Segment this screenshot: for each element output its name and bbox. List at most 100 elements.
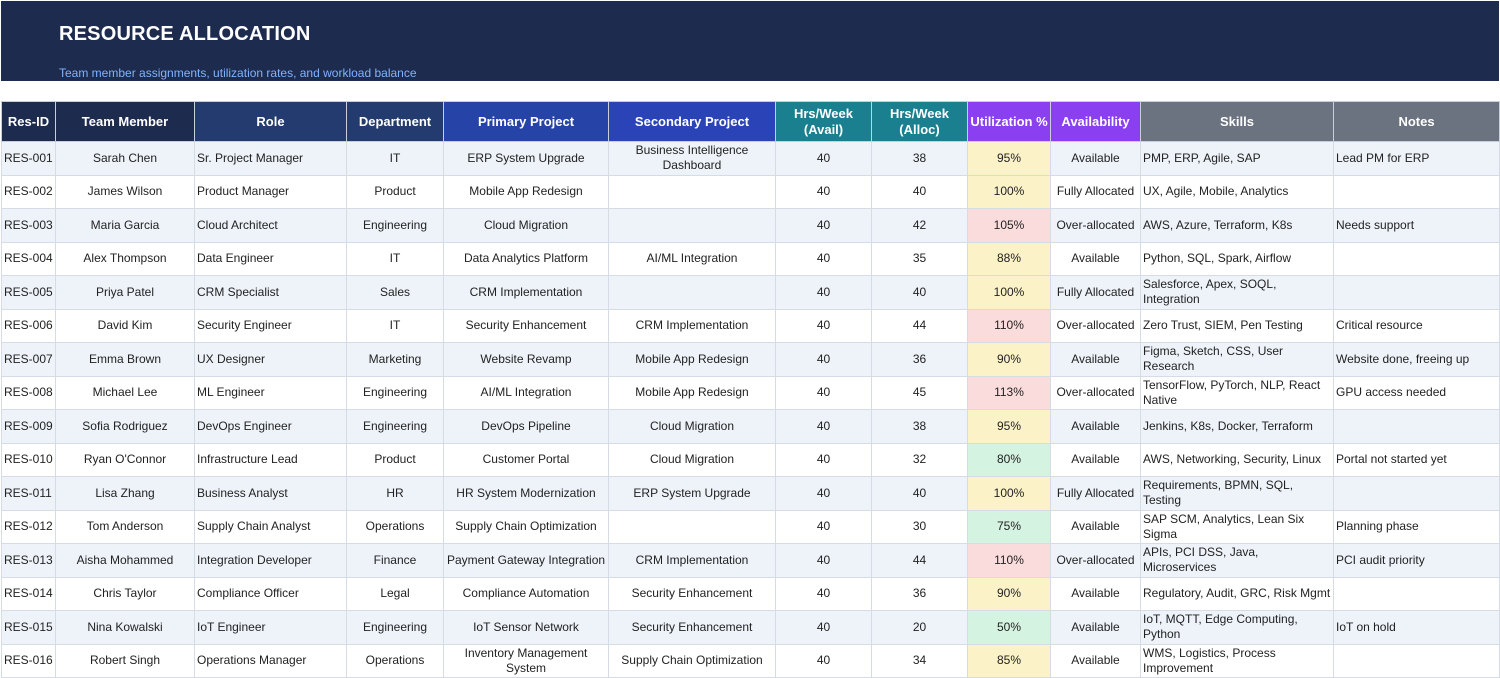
cell-skills[interactable]: Salesforce, Apex, SOQL, Integration	[1140, 275, 1334, 310]
cell-hrs-alloc[interactable]: 44	[871, 543, 968, 578]
cell-availability[interactable]: Available	[1050, 141, 1141, 176]
cell-department[interactable]: IT	[346, 308, 444, 343]
cell-primary-project[interactable]: CRM Implementation	[443, 275, 609, 310]
cell-utilization[interactable]: 90%	[967, 342, 1051, 377]
cell-hrs-alloc[interactable]: 40	[871, 476, 968, 511]
cell-hrs-alloc[interactable]: 44	[871, 308, 968, 343]
cell-skills[interactable]: AWS, Networking, Security, Linux	[1140, 442, 1334, 477]
cell-hrs-alloc[interactable]: 40	[871, 275, 968, 310]
cell-hrs-alloc[interactable]: 34	[871, 643, 968, 678]
cell-hrs-avail[interactable]: 40	[775, 509, 872, 544]
cell-secondary-project[interactable]	[608, 275, 776, 310]
cell-res-id[interactable]: RES-010	[1, 442, 56, 477]
cell-department[interactable]: Engineering	[346, 409, 444, 444]
cell-team-member[interactable]: Emma Brown	[55, 342, 195, 377]
cell-primary-project[interactable]: Cloud Migration	[443, 208, 609, 243]
cell-role[interactable]: CRM Specialist	[194, 275, 347, 310]
cell-availability[interactable]: Available	[1050, 409, 1141, 444]
cell-availability[interactable]: Over-allocated	[1050, 208, 1141, 243]
cell-skills[interactable]: APIs, PCI DSS, Java, Microservices	[1140, 543, 1334, 578]
cell-notes[interactable]: Needs support	[1333, 208, 1500, 243]
cell-team-member[interactable]: Sarah Chen	[55, 141, 195, 176]
cell-hrs-avail[interactable]: 40	[775, 576, 872, 611]
cell-availability[interactable]: Available	[1050, 442, 1141, 477]
cell-primary-project[interactable]: Data Analytics Platform	[443, 241, 609, 276]
cell-role[interactable]: Product Manager	[194, 174, 347, 209]
cell-team-member[interactable]: Robert Singh	[55, 643, 195, 678]
cell-role[interactable]: Security Engineer	[194, 308, 347, 343]
cell-utilization[interactable]: 110%	[967, 543, 1051, 578]
cell-availability[interactable]: Available	[1050, 342, 1141, 377]
cell-team-member[interactable]: Priya Patel	[55, 275, 195, 310]
cell-role[interactable]: Supply Chain Analyst	[194, 509, 347, 544]
cell-hrs-avail[interactable]: 40	[775, 308, 872, 343]
cell-secondary-project[interactable]: Mobile App Redesign	[608, 375, 776, 410]
cell-res-id[interactable]: RES-003	[1, 208, 56, 243]
cell-skills[interactable]: IoT, MQTT, Edge Computing, Python	[1140, 610, 1334, 645]
cell-skills[interactable]: PMP, ERP, Agile, SAP	[1140, 141, 1334, 176]
cell-team-member[interactable]: Nina Kowalski	[55, 610, 195, 645]
cell-secondary-project[interactable]: Supply Chain Optimization	[608, 643, 776, 678]
cell-availability[interactable]: Over-allocated	[1050, 308, 1141, 343]
col-header-hrs-avail[interactable]: Hrs/Week (Avail)	[775, 101, 872, 142]
cell-team-member[interactable]: Tom Anderson	[55, 509, 195, 544]
cell-secondary-project[interactable]: Security Enhancement	[608, 610, 776, 645]
cell-res-id[interactable]: RES-011	[1, 476, 56, 511]
cell-primary-project[interactable]: Website Revamp	[443, 342, 609, 377]
cell-availability[interactable]: Fully Allocated	[1050, 275, 1141, 310]
cell-role[interactable]: Cloud Architect	[194, 208, 347, 243]
cell-department[interactable]: Engineering	[346, 208, 444, 243]
cell-secondary-project[interactable]: Business Intelligence Dashboard	[608, 141, 776, 176]
cell-secondary-project[interactable]	[608, 174, 776, 209]
cell-notes[interactable]: Portal not started yet	[1333, 442, 1500, 477]
cell-utilization[interactable]: 95%	[967, 409, 1051, 444]
cell-department[interactable]: HR	[346, 476, 444, 511]
cell-utilization[interactable]: 95%	[967, 141, 1051, 176]
cell-role[interactable]: Sr. Project Manager	[194, 141, 347, 176]
cell-notes[interactable]: GPU access needed	[1333, 375, 1500, 410]
cell-secondary-project[interactable]: CRM Implementation	[608, 543, 776, 578]
col-header-primary-project[interactable]: Primary Project	[443, 101, 609, 142]
cell-utilization[interactable]: 110%	[967, 308, 1051, 343]
cell-primary-project[interactable]: ERP System Upgrade	[443, 141, 609, 176]
cell-utilization[interactable]: 88%	[967, 241, 1051, 276]
col-header-utilization[interactable]: Utilization %	[967, 101, 1051, 142]
cell-secondary-project[interactable]	[608, 509, 776, 544]
cell-department[interactable]: Engineering	[346, 375, 444, 410]
cell-team-member[interactable]: Aisha Mohammed	[55, 543, 195, 578]
cell-hrs-avail[interactable]: 40	[775, 610, 872, 645]
cell-utilization[interactable]: 90%	[967, 576, 1051, 611]
col-header-skills[interactable]: Skills	[1140, 101, 1334, 142]
cell-skills[interactable]: UX, Agile, Mobile, Analytics	[1140, 174, 1334, 209]
cell-secondary-project[interactable]: Cloud Migration	[608, 442, 776, 477]
cell-hrs-avail[interactable]: 40	[775, 342, 872, 377]
cell-secondary-project[interactable]: CRM Implementation	[608, 308, 776, 343]
cell-primary-project[interactable]: Security Enhancement	[443, 308, 609, 343]
cell-availability[interactable]: Fully Allocated	[1050, 476, 1141, 511]
col-header-team-member[interactable]: Team Member	[55, 101, 195, 142]
cell-res-id[interactable]: RES-012	[1, 509, 56, 544]
cell-team-member[interactable]: Michael Lee	[55, 375, 195, 410]
cell-availability[interactable]: Available	[1050, 643, 1141, 678]
cell-availability[interactable]: Over-allocated	[1050, 543, 1141, 578]
cell-utilization[interactable]: 80%	[967, 442, 1051, 477]
cell-availability[interactable]: Fully Allocated	[1050, 174, 1141, 209]
cell-skills[interactable]: Jenkins, K8s, Docker, Terraform	[1140, 409, 1334, 444]
cell-team-member[interactable]: Chris Taylor	[55, 576, 195, 611]
cell-role[interactable]: Integration Developer	[194, 543, 347, 578]
cell-role[interactable]: Operations Manager	[194, 643, 347, 678]
cell-department[interactable]: IT	[346, 141, 444, 176]
col-header-secondary-project[interactable]: Secondary Project	[608, 101, 776, 142]
cell-role[interactable]: IoT Engineer	[194, 610, 347, 645]
cell-secondary-project[interactable]: Security Enhancement	[608, 576, 776, 611]
cell-utilization[interactable]: 113%	[967, 375, 1051, 410]
cell-availability[interactable]: Available	[1050, 241, 1141, 276]
cell-hrs-avail[interactable]: 40	[775, 208, 872, 243]
cell-team-member[interactable]: Alex Thompson	[55, 241, 195, 276]
cell-department[interactable]: Sales	[346, 275, 444, 310]
cell-utilization[interactable]: 100%	[967, 476, 1051, 511]
cell-res-id[interactable]: RES-013	[1, 543, 56, 578]
cell-utilization[interactable]: 50%	[967, 610, 1051, 645]
cell-hrs-avail[interactable]: 40	[775, 141, 872, 176]
cell-res-id[interactable]: RES-004	[1, 241, 56, 276]
